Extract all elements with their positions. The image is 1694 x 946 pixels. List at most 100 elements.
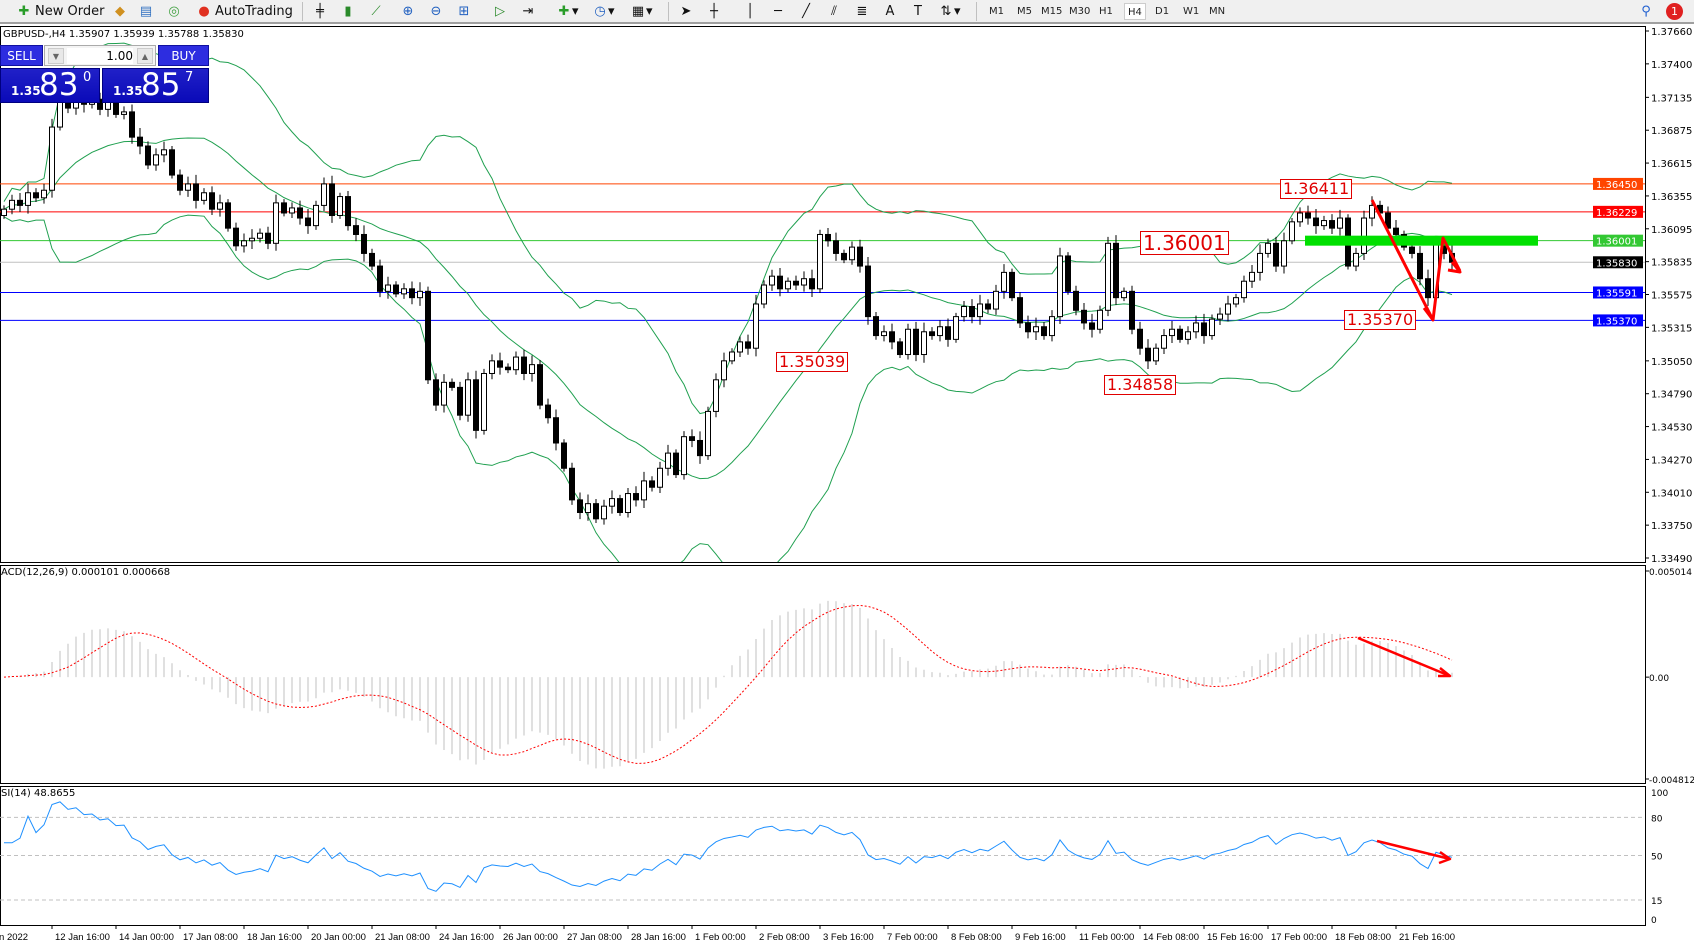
time-tick-label: Jan 2022	[0, 932, 28, 943]
bollinger-upper	[3, 42, 1453, 415]
candle	[177, 174, 183, 191]
candle	[825, 233, 831, 242]
candle	[681, 436, 687, 476]
candle	[673, 452, 679, 476]
text-label-icon: T	[914, 3, 922, 19]
candle	[537, 364, 543, 406]
time-tick-label: 3 Feb 16:00	[823, 932, 874, 943]
timeframe-mn[interactable]: MN	[1209, 6, 1226, 17]
autotrading-button[interactable]: ● AutoTrading	[196, 2, 293, 21]
history-icon: ▤	[139, 3, 153, 19]
candle	[1121, 290, 1127, 299]
candle	[905, 328, 911, 356]
price-tick-label: 1.36355	[1651, 192, 1692, 203]
timeframe-m1[interactable]: M1	[989, 6, 1004, 17]
timeframe-h4[interactable]: H4	[1124, 3, 1146, 20]
fibonacci-button[interactable]: ≣	[854, 2, 870, 21]
price-label-object[interactable]: 1.36001	[1140, 230, 1229, 255]
tile-windows-icon: ⊞	[458, 3, 470, 19]
candle	[1033, 326, 1039, 333]
price-label-object[interactable]: 1.35370	[1344, 310, 1417, 331]
zoom-in-button[interactable]: ⊕	[400, 2, 416, 21]
price-tick-label: 1.35050	[1651, 357, 1692, 368]
candle	[1169, 328, 1175, 337]
crosshair-button[interactable]: ┼	[706, 2, 722, 21]
horizontal-line-icon: ─	[774, 3, 782, 19]
candle	[657, 467, 663, 488]
timeframe-m30[interactable]: M30	[1069, 6, 1091, 17]
candle	[113, 101, 119, 115]
lot-size-input[interactable]	[67, 48, 133, 64]
candle	[713, 379, 719, 412]
price-tick-label: 1.35835	[1651, 258, 1692, 269]
zoom-out-button[interactable]: ⊖	[428, 2, 444, 21]
timeframe-m15[interactable]: M15	[1041, 6, 1063, 17]
chart-area[interactable]: 1.37660 1.37400 1.37135 1.36875 1.36615 1.363…	[0, 26, 1694, 946]
price-label-object[interactable]: 1.36411	[1280, 178, 1353, 199]
price-label-object[interactable]: 1.34858	[1104, 375, 1177, 396]
notification-button[interactable]: 1	[1666, 2, 1683, 21]
candle	[505, 366, 511, 371]
templates-button[interactable]: ▦ ▾	[631, 3, 653, 20]
line-chart-button[interactable]: ⟋	[368, 2, 384, 21]
lot-increase-button[interactable]: ▲	[137, 48, 153, 64]
candle	[1137, 328, 1143, 349]
new-order-button[interactable]: ✚ New Order	[16, 2, 105, 21]
search-button[interactable]: ⚲	[1638, 2, 1654, 21]
cursor-button[interactable]: ➤	[678, 2, 694, 21]
candle	[1217, 313, 1223, 320]
sell-button[interactable]: SELL	[0, 45, 43, 66]
candle	[449, 381, 455, 388]
candle	[273, 202, 279, 244]
chart-shift-button[interactable]: ▷	[492, 2, 508, 21]
expert-button[interactable]: ◆	[112, 2, 128, 21]
vertical-line-button[interactable]: │	[742, 2, 758, 21]
buy-price-button[interactable]: 1.35 85 7	[102, 67, 209, 103]
periods-button[interactable]: ◷ ▾	[592, 2, 614, 21]
time-tick-label: 18 Jan 16:00	[247, 932, 302, 943]
rsi-tick-label: 0	[1651, 916, 1657, 926]
candle	[305, 217, 311, 227]
price-label-object[interactable]: 1.35039	[776, 352, 849, 373]
signal-button[interactable]: ◎	[166, 2, 182, 21]
timeframe-d1[interactable]: D1	[1155, 6, 1170, 17]
time-tick-label: 14 Feb 08:00	[1143, 932, 1199, 943]
periods-icon: ◷	[594, 3, 606, 19]
candle	[457, 386, 463, 416]
lot-size-stepper[interactable]: ▼ ▲	[44, 45, 156, 66]
candle	[569, 467, 575, 501]
candle	[481, 372, 487, 431]
candle	[393, 284, 399, 295]
text-label-button[interactable]: T	[910, 2, 926, 21]
timeframe-m5[interactable]: M5	[1017, 6, 1032, 17]
arrows-button[interactable]: ⇅ ▾	[938, 2, 961, 21]
candle	[1097, 309, 1103, 330]
candle	[833, 240, 839, 254]
history-button[interactable]: ▤	[138, 2, 154, 21]
autoscroll-button[interactable]: ⇥	[520, 2, 536, 21]
add-indicator-button[interactable]: ✚ ▾	[556, 2, 579, 21]
horizontal-line-button[interactable]: ─	[770, 2, 786, 21]
candle	[329, 183, 335, 217]
candlestick-button[interactable]: ▮	[340, 2, 356, 21]
lot-decrease-button[interactable]: ▼	[48, 48, 64, 64]
candle	[953, 316, 959, 340]
buy-button[interactable]: BUY	[158, 45, 209, 66]
trendline-button[interactable]: ╱	[798, 2, 814, 21]
equidistant-channel-button[interactable]: ⫽	[826, 2, 842, 21]
timeframe-w1[interactable]: W1	[1183, 6, 1200, 17]
price-tick-label: 1.34530	[1651, 423, 1692, 434]
candle	[1185, 331, 1191, 340]
candle	[649, 480, 655, 488]
sell-price-button[interactable]: 1.35 83 0	[0, 67, 100, 103]
candle	[609, 498, 615, 507]
timeframe-h1[interactable]: H1	[1099, 6, 1113, 17]
candle	[1153, 347, 1159, 362]
text-button[interactable]: A	[882, 2, 898, 21]
bar-chart-button[interactable]: ╪	[312, 2, 328, 21]
tile-windows-button[interactable]: ⊞	[456, 2, 472, 21]
candle	[385, 284, 391, 292]
trendline-icon: ╱	[802, 3, 810, 19]
time-tick-label: 18 Feb 08:00	[1335, 932, 1391, 943]
